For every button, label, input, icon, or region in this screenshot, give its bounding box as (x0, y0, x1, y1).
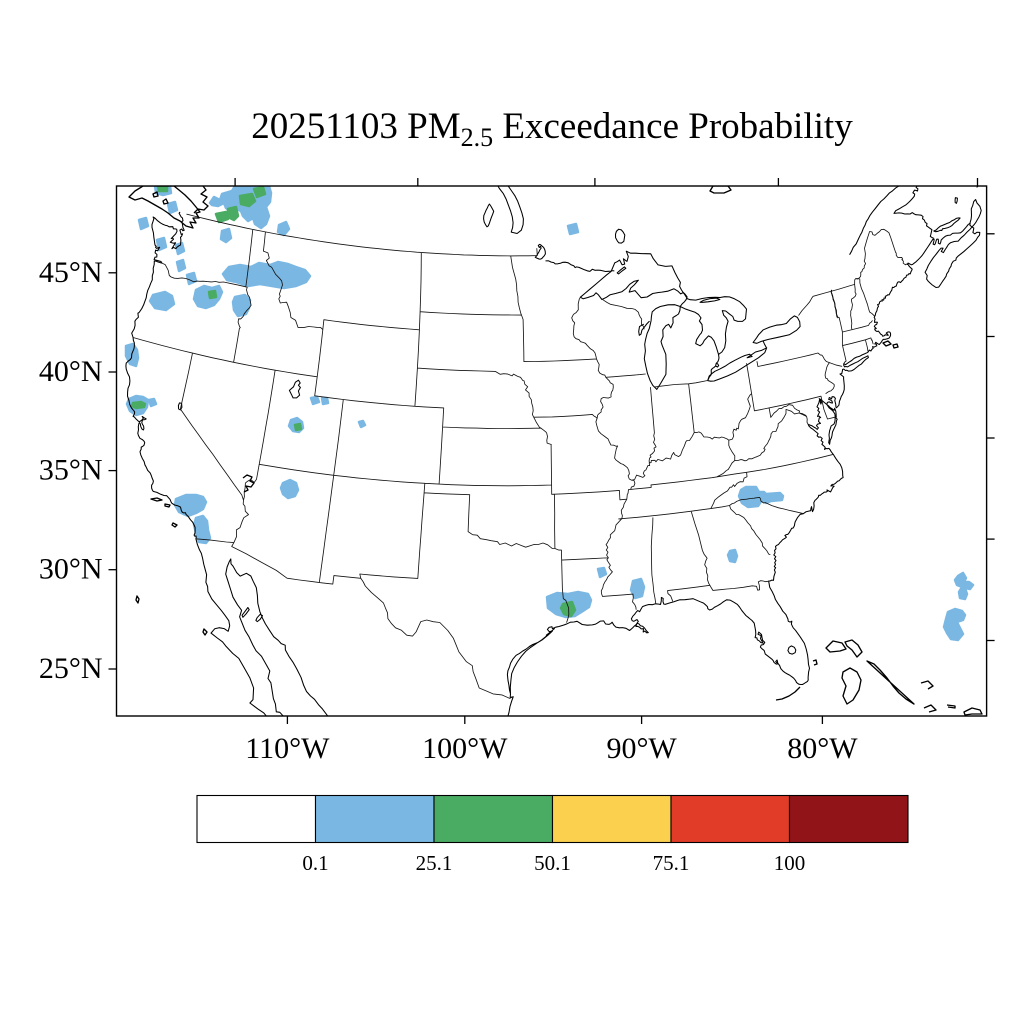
svg-text:40°N: 40°N (39, 355, 103, 388)
svg-text:35°N: 35°N (39, 454, 103, 487)
svg-text:100: 100 (774, 851, 806, 875)
svg-text:25.1: 25.1 (416, 851, 453, 875)
svg-text:25°N: 25°N (39, 652, 103, 685)
svg-text:100°W: 100°W (422, 732, 508, 765)
svg-text:20251103 PM2.5 Exceedance Prob: 20251103 PM2.5 Exceedance Probability (251, 106, 853, 152)
svg-text:50.1: 50.1 (534, 851, 571, 875)
svg-text:30°N: 30°N (39, 553, 103, 586)
svg-text:80°W: 80°W (787, 732, 858, 765)
svg-text:0.1: 0.1 (302, 851, 328, 875)
svg-text:45°N: 45°N (39, 256, 103, 289)
svg-text:90°W: 90°W (606, 732, 677, 765)
svg-text:75.1: 75.1 (653, 851, 690, 875)
svg-text:110°W: 110°W (245, 732, 330, 765)
